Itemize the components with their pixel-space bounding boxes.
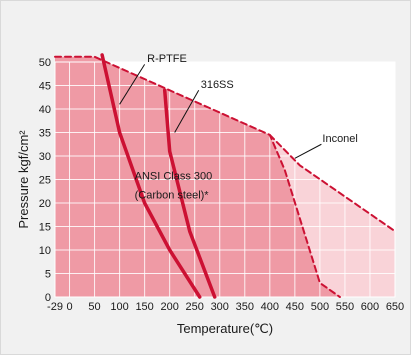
x-tick-labels: -29 0 50 100 150 200 250 300 350 400 450 500 550 600 6… — [47, 301, 404, 313]
series-ansi-class-300-carbon-steel-line — [54, 55, 341, 298]
x-tick-label: 0 — [66, 301, 72, 313]
annotation-label: (Carbon steel)* — [135, 189, 210, 201]
y-tick-labels: 0 5 10 15 20 25 30 35 40 45 50 — [39, 57, 51, 304]
x-tick-label: 550 — [336, 301, 354, 313]
x-tick-label: 250 — [186, 301, 204, 313]
x-tick-label: 200 — [160, 301, 178, 313]
annotation-leader-line — [174, 89, 200, 133]
plot-border — [54, 61, 396, 298]
x-axis-label: Temperature(℃) — [177, 321, 273, 336]
y-tick-label: 30 — [39, 151, 51, 163]
y-tick-label: 15 — [39, 222, 51, 234]
x-tick-label: 150 — [135, 301, 153, 313]
y-tick-label: 35 — [39, 128, 51, 140]
annotation-leader-line — [119, 64, 146, 105]
x-tick-label: 100 — [110, 301, 128, 313]
x-tick-label: 600 — [361, 301, 379, 313]
annotation-label: R-PTFE — [147, 53, 187, 65]
y-axis-label: Pressure kgf/cm² — [16, 130, 31, 229]
y-tick-label: 45 — [39, 81, 51, 93]
annotation-label: ANSI Class 300 — [135, 171, 213, 183]
y-tick-label: 25 — [39, 175, 51, 187]
series-316ss-line — [162, 88, 217, 299]
y-tick-label: 40 — [39, 104, 51, 116]
x-tick-label: 300 — [211, 301, 229, 313]
x-tick-label: 650 — [386, 301, 404, 313]
curves — [54, 53, 396, 299]
grid — [54, 61, 396, 298]
annotation-label: 316SS — [201, 79, 234, 91]
y-tick-label: 0 — [45, 292, 51, 304]
x-tick-label: -29 — [47, 301, 63, 313]
annotations: R-PTFE 316SS Inconel ANSI Class 300 (Carbon … — [135, 53, 358, 201]
annotation-label: Inconel — [322, 133, 357, 145]
y-tick-label: 50 — [39, 57, 51, 69]
x-tick-label: 350 — [236, 301, 254, 313]
series-r-ptfe-line — [100, 53, 202, 299]
x-tick-label: 500 — [311, 301, 329, 313]
pressure-temperature-chart: -29 0 50 100 150 200 250 300 350 400 450 500 550 600 6… — [16, 53, 404, 336]
x-tick-label: 50 — [88, 301, 100, 313]
x-tick-label: 450 — [286, 301, 304, 313]
series-inconel-line — [268, 133, 396, 233]
annotation-leader-line — [294, 143, 322, 159]
y-tick-label: 5 — [45, 269, 51, 281]
y-tick-label: 20 — [39, 198, 51, 210]
y-tick-label: 10 — [39, 245, 51, 257]
x-tick-label: 400 — [261, 301, 279, 313]
carbon-steel-region — [55, 56, 340, 297]
